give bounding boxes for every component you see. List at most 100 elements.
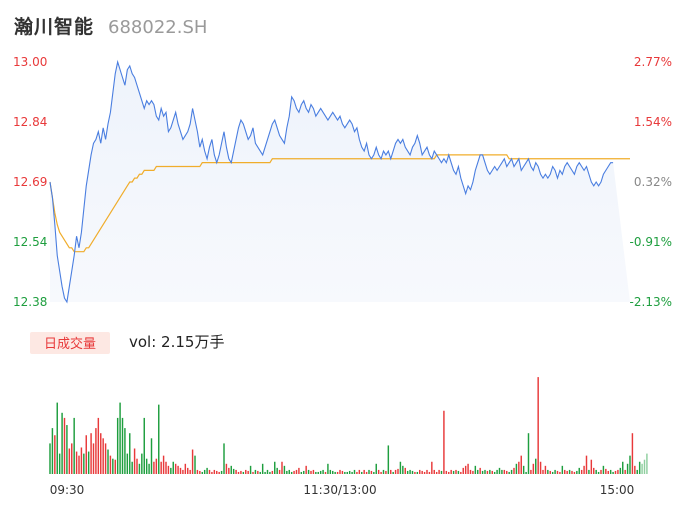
volume-bar [520, 455, 522, 474]
volume-bar [334, 471, 336, 474]
volume-bar [348, 470, 351, 474]
volume-bar [286, 470, 288, 474]
volume-bar [532, 463, 535, 474]
volume-bar [460, 471, 462, 474]
volume-bar [136, 458, 138, 474]
volume-bar [126, 453, 129, 474]
volume-bar [636, 469, 638, 474]
volume-bar [530, 469, 532, 474]
volume-bar [443, 410, 445, 474]
stock-code: 688022.SH [108, 17, 208, 38]
volume-bar [566, 470, 568, 474]
volume-bar [634, 465, 636, 474]
volume-bar [421, 470, 423, 474]
volume-bar [411, 470, 414, 474]
volume-bar [290, 471, 293, 474]
volume-bar [537, 377, 539, 474]
volume-bar [170, 467, 172, 474]
volume-bar [539, 461, 542, 474]
volume-bar [392, 471, 394, 474]
volume-bar [464, 465, 467, 474]
volume-bar [554, 469, 556, 474]
volume-bar [448, 471, 450, 474]
volume-bar [66, 425, 68, 474]
volume-bar [322, 469, 324, 474]
volume-bar [365, 471, 368, 474]
volume-bar [385, 470, 387, 474]
volume-bar [445, 470, 448, 474]
volume-bar [588, 469, 590, 474]
volume-bar [58, 453, 61, 474]
volume-bar [187, 467, 189, 474]
volume-bar [544, 465, 547, 474]
volume-bar [346, 471, 348, 474]
volume-bar [399, 461, 402, 474]
volume-bar [141, 453, 143, 474]
volume-bar [307, 469, 310, 474]
volume-bar [568, 469, 571, 474]
volume-bar [145, 458, 148, 474]
volume-bar [450, 469, 452, 474]
volume-bar [194, 455, 196, 474]
volume-bar [609, 469, 612, 474]
price-tick-label: 12.54 [13, 235, 47, 249]
volume-bar [356, 471, 358, 474]
price-tick-label: 12.69 [13, 175, 47, 189]
volume-bar [578, 467, 580, 474]
volume-bar [116, 417, 119, 474]
volume-bar [402, 465, 404, 474]
volume-bar [602, 465, 605, 474]
volume-bar [506, 470, 508, 474]
volume-bar [247, 470, 249, 474]
volume-bar [435, 471, 438, 474]
volume-bar [646, 453, 648, 474]
volume-bar [312, 469, 315, 474]
volume-bar [438, 469, 440, 474]
time-tick-label: 11:30/13:00 [303, 483, 376, 497]
volume-bar [95, 428, 97, 474]
volume-bar [612, 471, 614, 474]
volume-bar [85, 435, 87, 474]
volume-bar [61, 412, 63, 474]
volume-bar [107, 449, 109, 474]
volume-bar [276, 467, 278, 474]
volume-bar [336, 471, 339, 474]
volume-bar [199, 470, 201, 474]
volume-bar [491, 470, 493, 474]
volume-bar [249, 465, 252, 474]
volume-bar [293, 470, 295, 474]
volume-bar [90, 433, 92, 474]
volume-bar [462, 467, 464, 474]
volume-bar [373, 471, 375, 474]
volume-bar [559, 471, 561, 474]
volume-bar [80, 447, 83, 474]
volume-bar [245, 469, 247, 474]
volume-bar [361, 471, 363, 474]
volume-bar [281, 461, 283, 474]
volume-bar [641, 463, 643, 474]
volume-bar [510, 469, 513, 474]
volume-bar [112, 458, 114, 474]
volume-bar [288, 469, 290, 474]
price-axis-left: 13.00 12.84 12.69 12.54 12.38 [13, 55, 47, 309]
volume-bar [303, 470, 305, 474]
volume-bar [327, 463, 329, 474]
volume-bar [310, 470, 312, 474]
volume-bar [486, 470, 489, 474]
volume-bar [489, 469, 491, 474]
average-price-line [49, 154, 630, 253]
volume-bar [631, 433, 634, 474]
volume-bar [232, 468, 235, 474]
volume-bar [496, 469, 498, 474]
volume-bar [315, 471, 317, 474]
volume-bar [254, 469, 257, 474]
volume-bar [218, 471, 220, 474]
volume-bar [344, 471, 346, 474]
volume-bar [213, 469, 216, 474]
volume-bar [428, 471, 431, 474]
volume-bar [503, 469, 506, 474]
volume-bar [370, 470, 373, 474]
volume-panel [49, 377, 648, 474]
volume-bar [71, 443, 73, 474]
